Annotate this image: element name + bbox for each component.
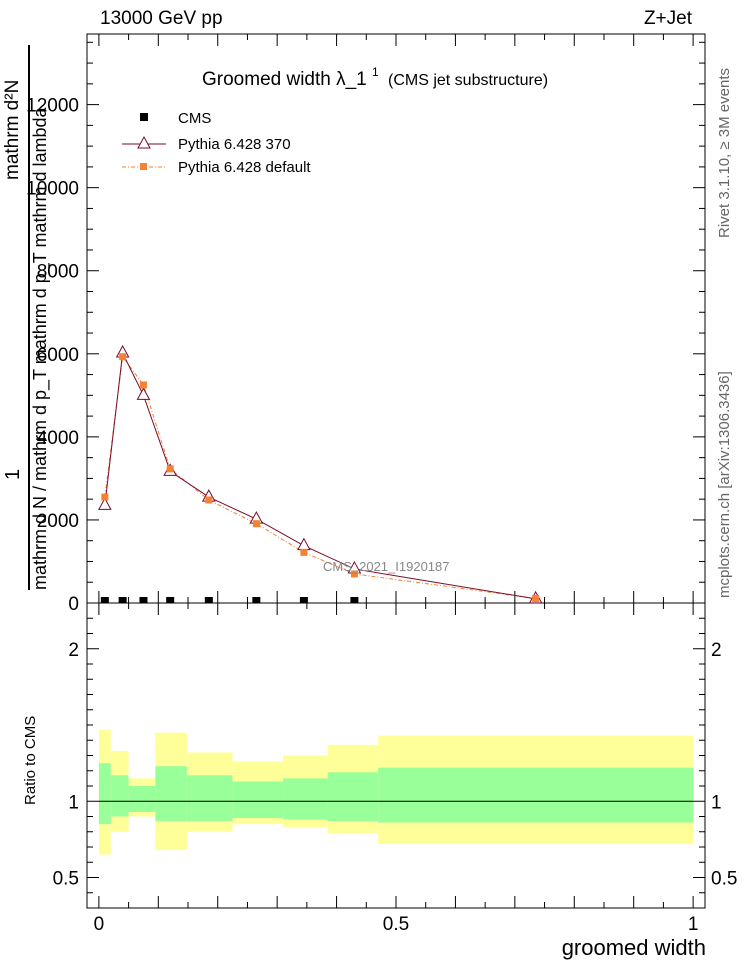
ratio-y-tick-label: 2	[68, 640, 79, 661]
y-tick-label: 4000	[37, 428, 79, 449]
ratio-band-green-2	[128, 786, 156, 812]
energy-label: 13000 GeV pp	[100, 8, 223, 29]
y-tick-label: 8000	[37, 262, 79, 283]
pythia-370-point	[136, 387, 151, 400]
pythia-default-point	[139, 381, 147, 389]
cms-point	[350, 597, 359, 603]
series-pythia-370-line	[104, 351, 536, 600]
cms-point	[204, 597, 213, 603]
cms-point	[100, 597, 109, 603]
cms-point	[139, 597, 148, 603]
x-tick-label: 0	[94, 914, 105, 935]
cms-point	[118, 597, 127, 603]
x-tick-label: 0.5	[383, 914, 409, 935]
pythia-default-point	[101, 493, 109, 501]
pythia-default-point	[119, 353, 127, 361]
ratio-band-green-0	[98, 763, 111, 825]
legend: CMS Pythia 6.428 370 Pythia 6.428 defaul…	[122, 110, 311, 176]
y-tick-label: 6000	[37, 345, 79, 366]
pythia-370-point	[97, 497, 112, 510]
ratio-band-green-5	[232, 781, 284, 819]
pythia-default-point	[205, 496, 213, 504]
ratio-band-green-7	[327, 772, 379, 822]
y-tick-label: 10000	[26, 179, 79, 200]
legend-py370-label: Pythia 6.428 370	[178, 136, 291, 153]
cms-point	[299, 597, 308, 603]
legend-cms-marker	[140, 113, 148, 121]
plot-title-main: Groomed width λ_1	[202, 69, 367, 90]
series-pythia-default-line	[104, 355, 536, 599]
ratio-band-green-6	[283, 778, 328, 820]
ratio-band-green-8	[378, 767, 694, 823]
pythia-default-point	[532, 594, 540, 602]
legend-py370-marker	[137, 135, 151, 149]
ratio-band-green-4	[186, 775, 233, 822]
plot-title-sup: 1	[372, 65, 379, 79]
ratio-y-tick-label: 1	[68, 792, 79, 813]
pythia-default-point	[300, 548, 308, 556]
plot-title: Groomed width λ_1 1 (CMS jet substructur…	[202, 60, 548, 90]
y-tick-label: 0	[68, 594, 79, 615]
plot-title-sub: (CMS jet substructure)	[388, 72, 548, 89]
y-tick-label: 2000	[37, 511, 79, 532]
legend-pydef-marker	[140, 163, 147, 170]
x-tick-label: 1	[688, 914, 699, 935]
cms-point	[166, 597, 175, 603]
watermark: CMS_2021_I1920187	[323, 559, 450, 574]
ratio-band-green-3	[155, 766, 187, 822]
ratio-y-tick-label-right: 2	[711, 640, 722, 661]
legend-cms-label: CMS	[178, 110, 211, 127]
ratio-y-tick-label-right: 0.5	[711, 869, 737, 890]
pythia-default-point	[166, 465, 174, 473]
ratio-y-tick-label-right: 1	[711, 792, 722, 813]
process-label: Z+Jet	[643, 8, 692, 29]
pythia-default-point	[252, 520, 260, 528]
ratio-band-green-1	[110, 775, 129, 817]
pythia-370-point	[297, 537, 311, 551]
pythia-default-point	[350, 570, 358, 578]
y-tick-label: 12000	[26, 96, 79, 117]
legend-pydef-label: Pythia 6.428 default	[178, 159, 311, 176]
xlabel: groomed width	[561, 935, 706, 960]
cms-point	[252, 597, 261, 603]
ratio-y-tick-label: 0.5	[53, 869, 79, 890]
